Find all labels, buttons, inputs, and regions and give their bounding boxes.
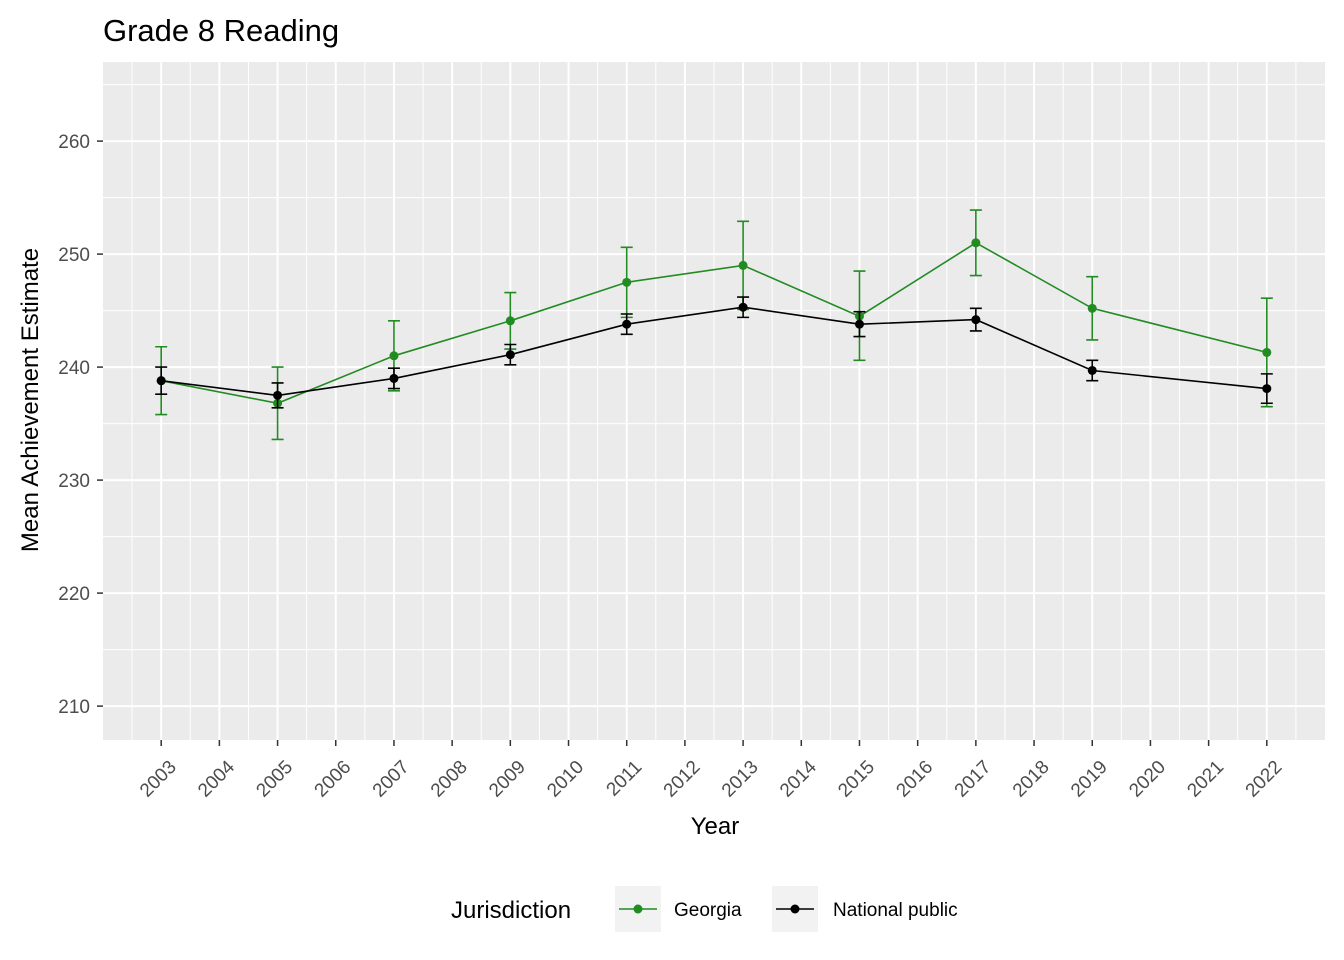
data-point [389, 373, 399, 383]
x-tick-label: 2003 [136, 757, 181, 802]
series-layer [155, 209, 1273, 441]
x-tick-label: 2022 [1242, 757, 1287, 802]
x-tick-label: 2009 [485, 757, 530, 802]
legend-key-point [633, 904, 643, 914]
series-line [161, 306, 1267, 397]
data-point [1262, 384, 1272, 394]
data-point [622, 277, 632, 287]
x-tick-label: 2007 [369, 757, 414, 802]
data-point [971, 315, 981, 325]
data-point [505, 350, 515, 360]
series-line [161, 241, 1267, 405]
y-tick-label: 260 [58, 132, 90, 153]
legend-label: Georgia [674, 900, 742, 921]
minor-gridlines [103, 62, 1325, 740]
x-tick-label: 2012 [660, 757, 705, 802]
y-tick-label: 220 [58, 584, 90, 605]
x-tick-label: 2011 [603, 757, 647, 801]
x-tick-label: 2016 [893, 757, 938, 802]
y-axis: 210 220 230 240 250 260 [58, 132, 103, 718]
data-point [971, 238, 981, 248]
data-point [156, 376, 166, 386]
x-tick-label: 2015 [834, 757, 879, 802]
chart-title: Grade 8 Reading [103, 13, 339, 48]
data-point [273, 390, 283, 400]
x-tick-label: 2021 [1183, 757, 1228, 802]
legend-title: Jurisdiction [451, 897, 571, 924]
series-0 [155, 209, 1273, 441]
x-tick-label: 2019 [1067, 757, 1112, 802]
data-point [738, 302, 748, 312]
y-tick-label: 210 [58, 697, 90, 718]
y-tick-label: 230 [58, 471, 90, 492]
y-tick-label: 240 [58, 358, 90, 379]
data-point [389, 351, 399, 361]
x-axis-title: Year [691, 813, 740, 840]
legend: Jurisdiction Georgia National public [451, 886, 958, 932]
x-tick-label: 2004 [194, 756, 239, 801]
data-point [854, 319, 864, 329]
x-tick-label: 2010 [543, 757, 588, 802]
y-tick-label: 250 [58, 245, 90, 266]
series-1 [155, 296, 1273, 409]
x-tick-label: 2017 [951, 757, 996, 802]
data-point [738, 260, 748, 270]
data-point [1087, 303, 1097, 313]
x-tick-label: 2008 [427, 757, 472, 802]
legend-key-point [790, 904, 800, 914]
x-tick-label: 2006 [311, 757, 356, 802]
y-axis-title: Mean Achievement Estimate [17, 248, 44, 552]
legend-key-1 [772, 886, 818, 932]
data-point [622, 319, 632, 329]
x-tick-label: 2020 [1125, 757, 1170, 802]
data-point [1262, 347, 1272, 357]
major-gridlines [103, 62, 1325, 740]
x-tick-label: 2018 [1009, 757, 1054, 802]
x-tick-label: 2013 [718, 757, 763, 802]
data-point [1087, 365, 1097, 375]
x-tick-label: 2005 [252, 757, 297, 802]
x-axis: 2003 2004 2005 2006 2007 2008 2009 2010 2011 2012… [136, 740, 1286, 801]
data-point [505, 316, 515, 326]
legend-label: National public [833, 900, 958, 921]
legend-key-0 [615, 886, 661, 932]
x-tick-label: 2014 [776, 756, 821, 801]
